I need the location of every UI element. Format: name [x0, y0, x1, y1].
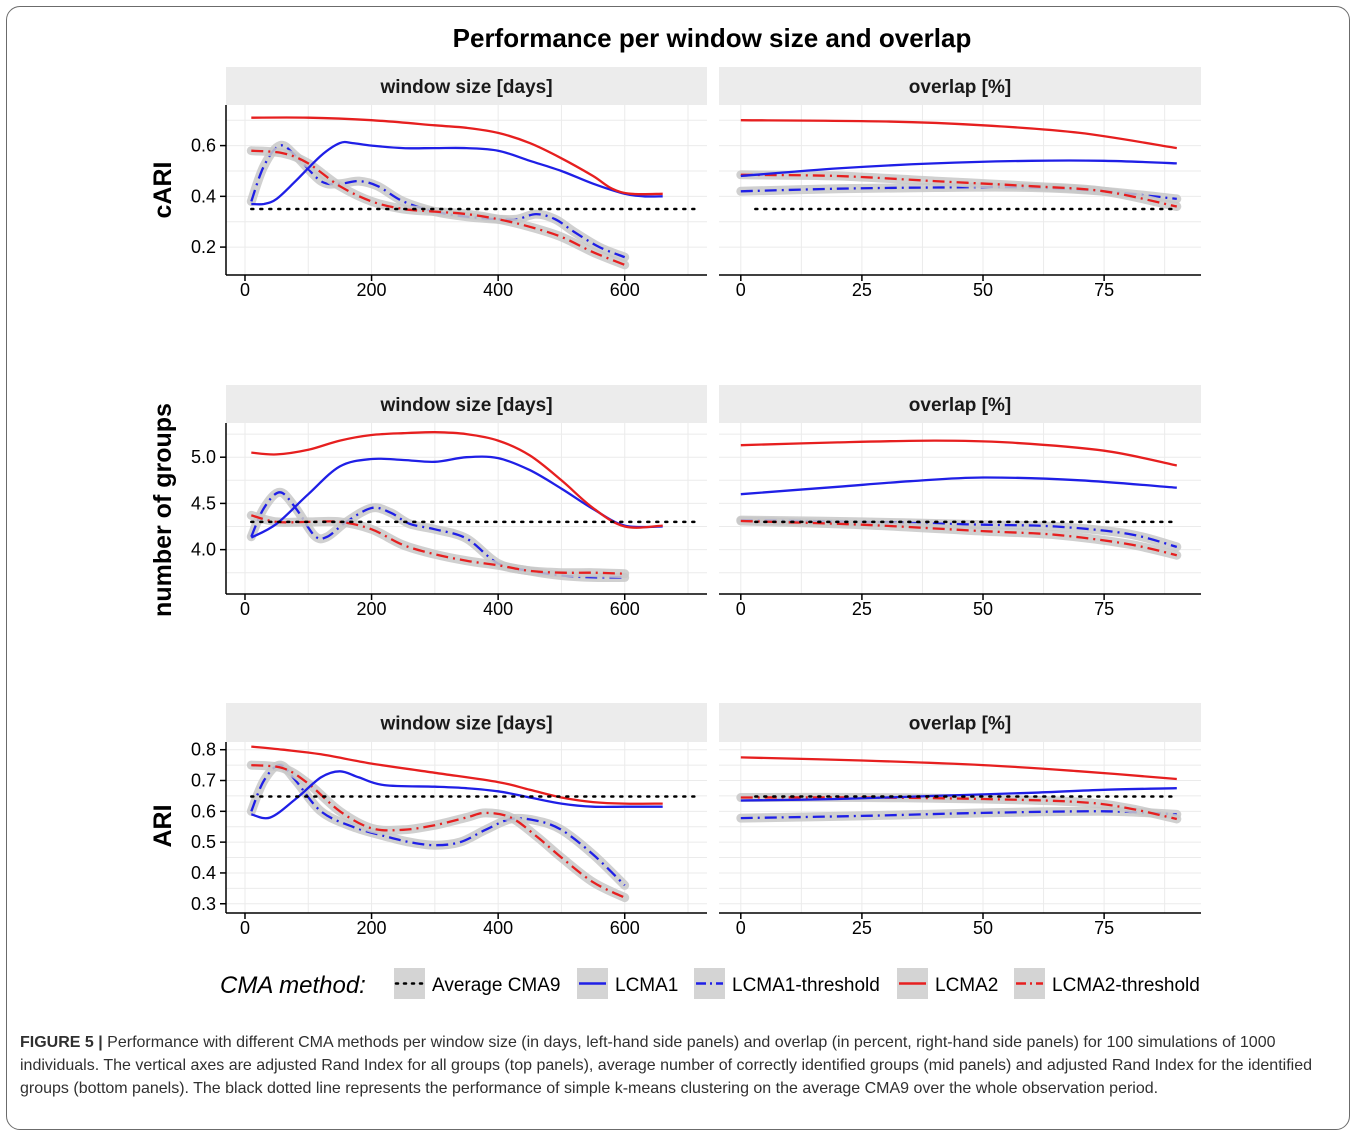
x-tick-label: 600 [610, 599, 640, 619]
legend-label: Average CMA9 [432, 975, 561, 996]
panel-2-window: window size [days] 0 200 400 600 4.0 4.5 5.0 num… [149, 385, 707, 619]
x-tick-label: 600 [610, 918, 640, 938]
series-lcma2 [251, 116, 663, 196]
series-lcma2-threshold [740, 796, 1178, 821]
x-tick-label: 0 [736, 918, 746, 938]
facet-strip [226, 703, 707, 742]
facet-label: window size [days] [379, 395, 552, 416]
x-tick-label: 50 [973, 918, 993, 938]
x-tick-label: 0 [240, 599, 250, 619]
y-tick-label: 4.0 [191, 540, 216, 560]
figure-title: Performance per window size and overlap [453, 23, 972, 53]
facet-label: overlap [%] [909, 714, 1011, 735]
legend-label: LCMA1 [615, 975, 678, 996]
facet-strip [719, 703, 1201, 742]
facet-label: window size [days] [379, 714, 552, 735]
facet-strip [719, 385, 1201, 423]
x-tick-label: 200 [357, 280, 387, 300]
series-lcma1-threshold [740, 518, 1178, 549]
legend-item-lcma1: LCMA1 [577, 968, 678, 999]
series-lcma1 [740, 159, 1177, 178]
panel-3-overlap: overlap [%] 0 25 50 75 [719, 703, 1201, 938]
panels: window size [days] 0 200 400 600 0.2 0.4 0.6 cAR… [149, 67, 1201, 938]
panel-1-window: window size [days] 0 200 400 600 0.2 0.4 0.6 cAR… [149, 67, 707, 300]
y-tick-label: 0.5 [191, 832, 216, 852]
x-tick-label: 0 [736, 280, 746, 300]
y-axis-title: ARI [149, 804, 177, 847]
figure-frame [6, 6, 1350, 1130]
y-tick-label: 0.8 [191, 740, 216, 760]
x-tick-label: 25 [852, 280, 872, 300]
legend-item-lcma2: LCMA2 [897, 968, 998, 999]
x-tick-label: 0 [240, 280, 250, 300]
legend-item-lcma1-threshold: LCMA1-threshold [694, 968, 880, 999]
x-tick-label: 25 [852, 918, 872, 938]
legend-item-lcma2-threshold: LCMA2-threshold [1014, 968, 1200, 999]
confidence-band-lcma2-threshold [246, 510, 630, 579]
series-lcma2 [251, 745, 663, 805]
x-tick-label: 200 [357, 599, 387, 619]
confidence-band-lcma1-threshold [246, 487, 630, 583]
y-tick-label: 0.3 [191, 894, 216, 914]
series-lcma2 [740, 439, 1178, 467]
legend: CMA method: Average CMA9 LCMA1 LCMA1-thresh… [220, 968, 1200, 999]
panel-2-overlap: overlap [%] 0 25 50 75 [719, 385, 1201, 619]
series-lcma1 [251, 140, 663, 206]
caption-text: Performance with different CMA methods p… [20, 1034, 1312, 1097]
figure-caption: FIGURE 5 | Performance with different CM… [20, 1031, 1345, 1100]
legend-item-average-cma9: Average CMA9 [394, 968, 561, 999]
series-lcma2-threshold [740, 173, 1178, 208]
facet-label: window size [days] [379, 77, 552, 98]
legend-label: LCMA2-threshold [1052, 975, 1200, 996]
panel-1-overlap: overlap [%] 0 25 50 75 [719, 67, 1201, 300]
y-tick-label: 0.6 [191, 801, 216, 821]
series-lcma2 [740, 119, 1177, 150]
series-lcma1-threshold [740, 810, 1177, 820]
y-tick-label: 0.6 [191, 136, 216, 156]
caption-label: FIGURE 5 | [20, 1034, 103, 1051]
x-tick-label: 0 [736, 599, 746, 619]
y-tick-label: 0.4 [191, 863, 216, 883]
series-lcma2 [251, 431, 663, 529]
x-tick-label: 25 [852, 599, 872, 619]
series-lcma1-threshold [250, 491, 625, 579]
series-lcma2 [740, 756, 1177, 781]
x-tick-label: 400 [483, 599, 513, 619]
x-tick-label: 75 [1094, 918, 1114, 938]
facet-strip [226, 385, 707, 423]
facet-strip [226, 67, 707, 105]
series-lcma1 [740, 476, 1177, 496]
y-tick-label: 0.4 [191, 186, 216, 206]
legend-title: CMA method: [220, 972, 366, 999]
x-tick-label: 75 [1094, 599, 1114, 619]
y-tick-label: 4.5 [191, 493, 216, 513]
x-tick-label: 0 [240, 918, 250, 938]
series-lcma2-threshold [251, 149, 626, 266]
y-tick-label: 0.2 [191, 237, 216, 257]
legend-label: LCMA1-threshold [732, 975, 880, 996]
x-tick-label: 200 [357, 918, 387, 938]
x-tick-label: 50 [973, 599, 993, 619]
x-tick-label: 600 [610, 280, 640, 300]
y-axis-title: cARI [149, 162, 177, 219]
series-lcma2-threshold [740, 519, 1178, 557]
x-tick-label: 400 [483, 280, 513, 300]
x-tick-label: 75 [1094, 280, 1114, 300]
series-lcma1 [740, 787, 1177, 802]
figure-chart: Performance per window size and overlap … [149, 23, 1201, 999]
facet-label: overlap [%] [909, 77, 1011, 98]
facet-label: overlap [%] [909, 395, 1011, 416]
facet-strip [719, 67, 1201, 105]
series-lcma1 [251, 770, 663, 820]
x-tick-label: 50 [973, 280, 993, 300]
panel-3-window: window size [days] 0 200 400 600 0.3 0.4 0.5 0.6… [149, 703, 707, 938]
legend-label: LCMA2 [935, 975, 998, 996]
y-tick-label: 5.0 [191, 447, 216, 467]
y-axis-title: number of groups [149, 403, 177, 617]
y-tick-label: 0.7 [191, 771, 216, 791]
x-tick-label: 400 [483, 918, 513, 938]
